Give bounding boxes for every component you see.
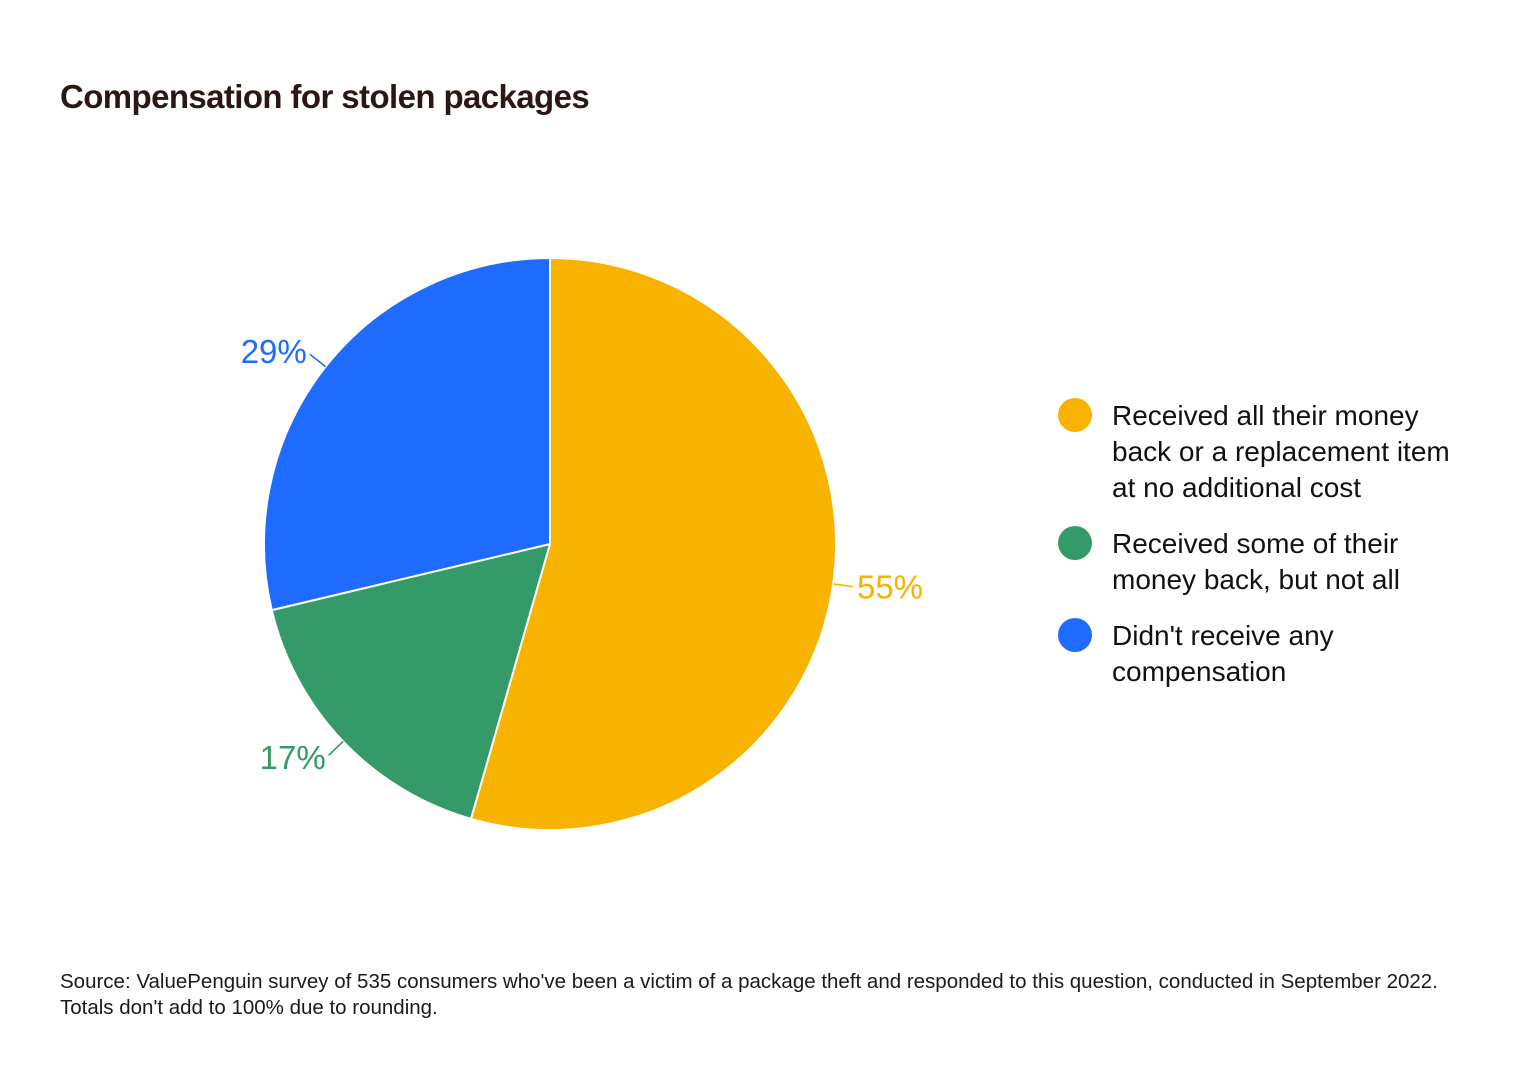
legend-item-all-money-back: Received all their money back or a repla… <box>1058 398 1498 506</box>
legend-item-no-compensation: Didn't receive any compensation <box>1058 618 1498 690</box>
data-label-no-compensation: 29% <box>241 333 307 370</box>
legend-label: Didn't receive any compensation <box>1112 620 1334 687</box>
legend-label: Received all their money back or a repla… <box>1112 400 1450 503</box>
chart-title: Compensation for stolen packages <box>60 78 590 115</box>
data-label-all-money-back: 55% <box>857 568 923 605</box>
chart-legend: Received all their money back or a repla… <box>1058 398 1498 710</box>
legend-swatch-icon <box>1058 618 1092 652</box>
leader-line-all-money-back <box>833 583 854 588</box>
pie-slice-all-money-back <box>469 257 837 831</box>
leader-line-some-money-back <box>328 740 344 756</box>
data-label-some-money-back: 17% <box>260 739 326 776</box>
pie-chart: 55% 17% 29% <box>241 257 923 831</box>
leader-line-no-compensation <box>309 353 327 368</box>
legend-item-some-money-back: Received some of their money back, but n… <box>1058 526 1498 598</box>
legend-label: Received some of their money back, but n… <box>1112 528 1400 595</box>
legend-swatch-icon <box>1058 398 1092 432</box>
legend-swatch-icon <box>1058 526 1092 560</box>
source-note: Source: ValuePenguin survey of 535 consu… <box>60 970 1438 1019</box>
pie-slice-no-compensation <box>263 257 551 612</box>
